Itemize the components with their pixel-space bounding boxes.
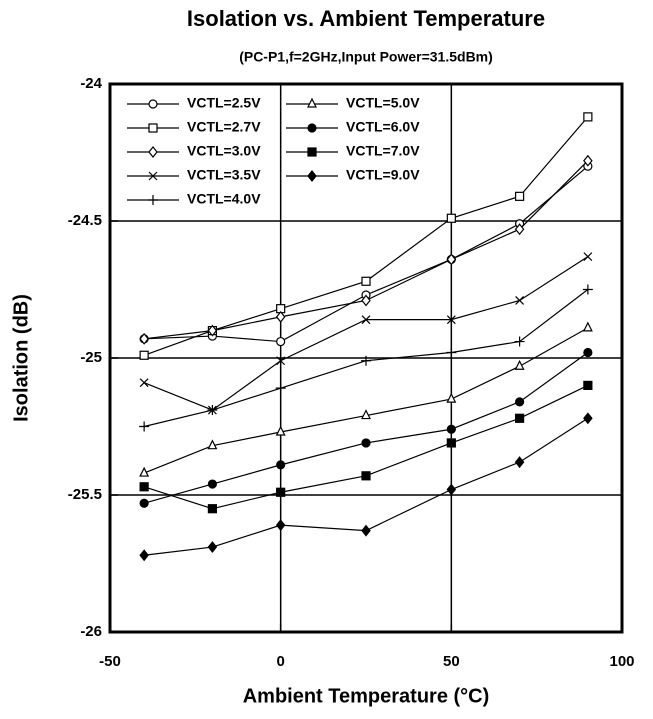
marker xyxy=(275,383,286,394)
series-line xyxy=(144,160,589,340)
marker xyxy=(514,456,525,469)
marker xyxy=(514,397,525,407)
marker xyxy=(361,315,371,325)
marker xyxy=(361,471,371,481)
marker xyxy=(139,482,149,492)
x-tick-label: 50 xyxy=(443,653,460,670)
y-tick-label: -25.5 xyxy=(68,486,102,503)
marker xyxy=(139,421,150,432)
marker xyxy=(583,154,593,167)
y-axis-label: Isolation (dB) xyxy=(10,294,32,422)
legend-marker xyxy=(148,99,158,109)
marker xyxy=(446,438,456,448)
marker xyxy=(276,356,286,366)
legend-label: VCTL=3.5V xyxy=(187,167,261,183)
marker xyxy=(514,359,525,370)
legend-label: VCTL=6.0V xyxy=(346,119,420,135)
marker xyxy=(583,380,593,390)
marker xyxy=(361,294,371,307)
marker xyxy=(139,549,149,562)
legend-marker xyxy=(148,123,158,133)
marker xyxy=(583,252,593,262)
legend-label: VCTL=9.0V xyxy=(346,167,420,183)
marker xyxy=(139,498,149,508)
marker xyxy=(515,296,525,305)
legend-marker xyxy=(148,195,158,205)
marker xyxy=(275,310,286,323)
marker xyxy=(361,524,371,537)
marker xyxy=(207,479,217,489)
marker xyxy=(583,412,593,425)
y-tick-label: -24 xyxy=(80,75,102,92)
marker xyxy=(514,336,525,347)
marker xyxy=(207,504,217,514)
x-axis-label: Ambient Temperature (°C) xyxy=(243,685,490,707)
marker xyxy=(446,392,457,403)
legend-label: VCTL=7.0V xyxy=(346,143,420,159)
marker xyxy=(139,466,150,477)
marker xyxy=(514,413,525,423)
marker xyxy=(275,519,286,532)
marker xyxy=(276,487,286,497)
marker xyxy=(207,405,218,416)
marker xyxy=(361,409,371,420)
marker xyxy=(446,253,457,266)
marker xyxy=(361,355,371,366)
marker xyxy=(139,378,149,388)
marker xyxy=(207,324,218,337)
legend-marker xyxy=(307,123,317,133)
legend-marker xyxy=(148,146,158,158)
x-tick-label: 0 xyxy=(276,653,284,670)
legend-marker xyxy=(307,97,317,108)
legend-label: VCTL=2.7V xyxy=(187,119,261,135)
marker xyxy=(207,439,218,450)
marker xyxy=(514,223,525,236)
y-tick-label: -26 xyxy=(80,623,102,640)
y-tick-label: -24.5 xyxy=(68,212,102,229)
y-tick-label: -25 xyxy=(80,349,102,366)
marker xyxy=(276,336,286,347)
x-tick-label: -50 xyxy=(99,653,121,670)
marker xyxy=(582,284,593,295)
marker xyxy=(446,483,457,496)
legend-label: VCTL=4.0V xyxy=(187,191,261,207)
x-tick-label: 100 xyxy=(609,653,634,670)
marker xyxy=(275,425,286,436)
legend-label: VCTL=5.0V xyxy=(346,95,420,111)
marker xyxy=(583,112,593,122)
marker xyxy=(361,438,371,448)
marker xyxy=(139,332,149,345)
marker xyxy=(446,347,457,358)
legend-label: VCTL=3.0V xyxy=(187,143,261,159)
marker xyxy=(361,276,371,286)
legend-label: VCTL=2.5V xyxy=(187,95,261,111)
marker xyxy=(139,350,149,360)
marker xyxy=(446,424,456,434)
marker xyxy=(207,541,218,554)
legend-marker xyxy=(148,171,158,181)
marker xyxy=(583,347,593,358)
marker xyxy=(446,315,456,325)
legend-marker xyxy=(307,170,317,182)
marker xyxy=(446,213,456,223)
chart-subtitle: (PC-P1,f=2GHz,Input Power=31.5dBm) xyxy=(239,49,493,65)
marker xyxy=(582,321,593,332)
chart-title: Isolation vs. Ambient Temperature xyxy=(187,6,545,31)
marker xyxy=(514,191,525,201)
plot-frame xyxy=(108,82,624,634)
legend-marker xyxy=(307,147,317,157)
marker xyxy=(276,460,286,470)
